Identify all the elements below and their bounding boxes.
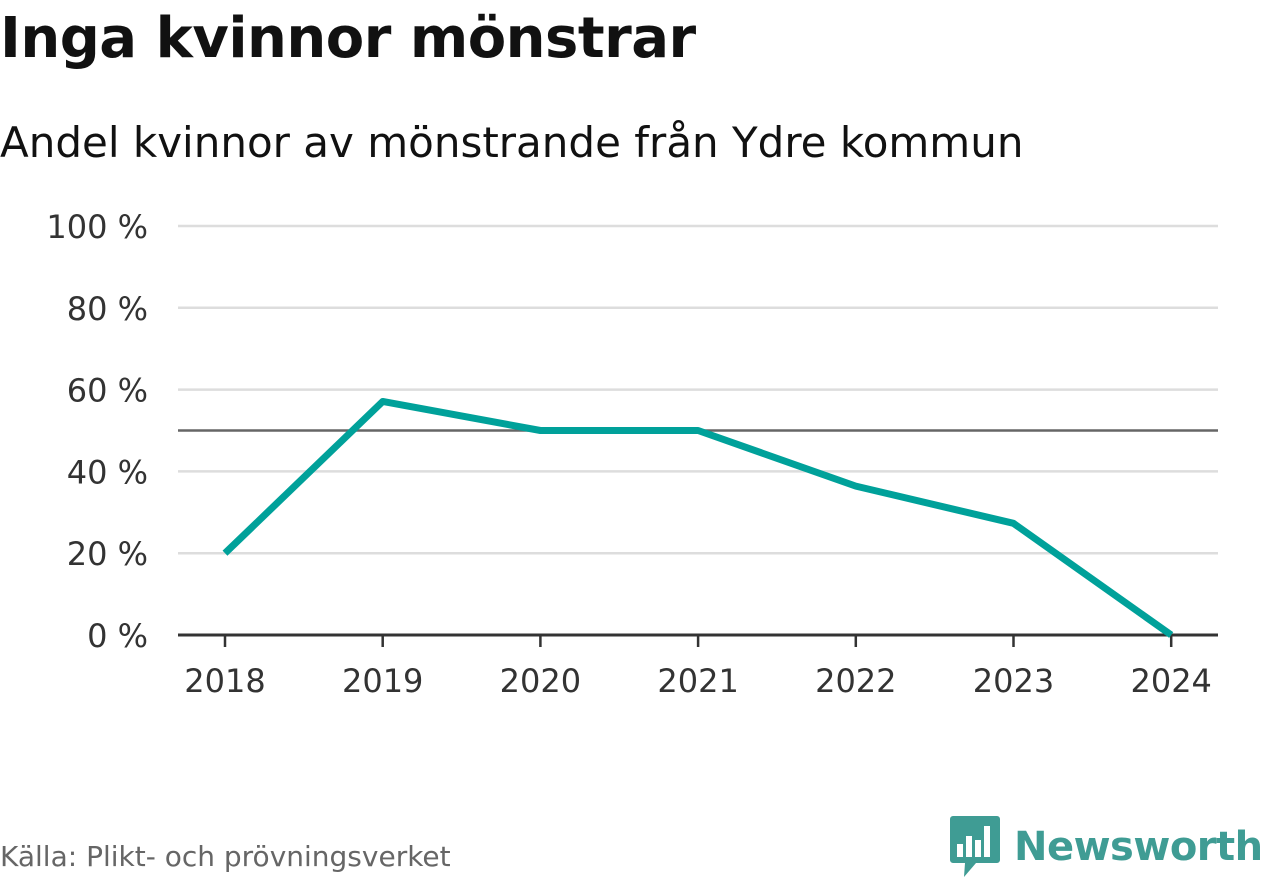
y-tick-label: 100 % [46,208,148,246]
x-tick-label: 2019 [342,662,423,700]
y-tick-label: 20 % [67,535,148,573]
chart-title: Inga kvinnor mönstrar [0,6,696,71]
y-tick-label: 60 % [67,372,148,410]
brand-logo: Newsworthy [950,816,1262,878]
series-line [222,397,1174,638]
x-tick-label: 2021 [657,662,738,700]
line-chart: 0 % 20 % 40 % 60 % 80 % 100 % 2018 2019 2020 202… [46,208,1218,700]
y-tick-label: 80 % [67,290,148,328]
x-axis-labels: 2018 2019 2020 2021 2022 2023 2024 [184,662,1212,700]
y-tick-label: 40 % [67,453,148,491]
x-tick-label: 2023 [973,662,1054,700]
x-tick-label: 2020 [500,662,581,700]
x-axis [178,633,1218,647]
y-axis-labels: 0 % 20 % 40 % 60 % 80 % 100 % [46,208,148,655]
x-tick-label: 2024 [1130,662,1211,700]
x-tick-label: 2022 [815,662,896,700]
brand-name: Newsworthy [1014,824,1262,870]
y-tick-label: 0 % [87,617,148,655]
gridlines [178,224,1218,555]
x-tick-label: 2018 [184,662,265,700]
series-group [222,397,1174,638]
bar-chart-speech-bubble-icon [950,816,1000,877]
source-note: Källa: Plikt- och prövningsverket [0,840,451,873]
chart-subtitle: Andel kvinnor av mönstrande från Ydre ko… [0,118,1024,167]
